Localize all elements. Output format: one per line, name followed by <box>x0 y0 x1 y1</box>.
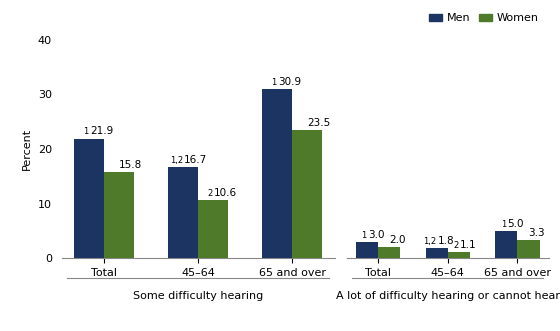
Text: 10.6: 10.6 <box>214 188 237 198</box>
Bar <box>168 167 198 258</box>
Text: 3.3: 3.3 <box>529 228 545 238</box>
Bar <box>356 242 378 258</box>
Text: 1: 1 <box>362 231 367 240</box>
Text: 2.0: 2.0 <box>389 235 406 245</box>
Text: 23.5: 23.5 <box>307 118 330 128</box>
Text: 30.9: 30.9 <box>278 77 301 87</box>
Bar <box>74 139 104 258</box>
Bar <box>262 89 292 258</box>
Text: A lot of difficulty hearing or cannot hear: A lot of difficulty hearing or cannot he… <box>336 291 560 301</box>
Text: 1,2: 1,2 <box>170 156 183 165</box>
Text: 15.8: 15.8 <box>119 160 142 170</box>
Bar <box>198 200 228 258</box>
Text: 2: 2 <box>454 241 459 250</box>
Y-axis label: Percent: Percent <box>22 128 32 170</box>
Bar <box>426 248 448 258</box>
Text: 16.7: 16.7 <box>184 155 207 165</box>
Text: 21.9: 21.9 <box>90 126 113 136</box>
Text: 1: 1 <box>272 78 277 87</box>
Text: Some difficulty hearing: Some difficulty hearing <box>133 291 263 301</box>
Bar <box>517 240 540 258</box>
Text: 5.0: 5.0 <box>507 219 524 229</box>
Text: 2: 2 <box>208 189 213 198</box>
Bar <box>448 252 470 258</box>
Text: 1: 1 <box>501 220 506 229</box>
Legend: Men, Women: Men, Women <box>424 9 543 28</box>
Bar <box>495 231 517 258</box>
Bar <box>104 172 134 258</box>
Text: 3.0: 3.0 <box>368 230 384 240</box>
Bar <box>378 247 400 258</box>
Text: 1: 1 <box>83 127 88 136</box>
Text: 1,2: 1,2 <box>423 237 436 246</box>
Text: 1.8: 1.8 <box>437 236 454 246</box>
Text: 1.1: 1.1 <box>460 240 476 250</box>
Bar <box>292 130 323 258</box>
